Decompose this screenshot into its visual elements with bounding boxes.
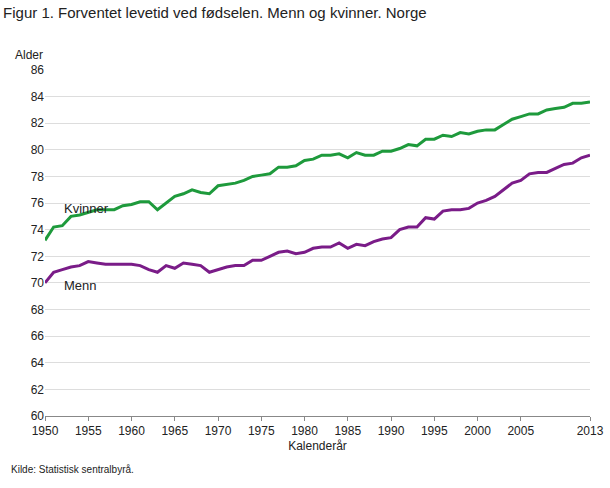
svg-text:Menn: Menn [64,278,97,293]
svg-text:Alder: Alder [15,48,43,62]
svg-text:86: 86 [31,63,45,77]
svg-text:Kilde: Statistisk sentralbyrå.: Kilde: Statistisk sentralbyrå. [11,464,134,475]
svg-text:78: 78 [31,170,45,184]
svg-text:76: 76 [31,196,45,210]
svg-text:74: 74 [31,223,45,237]
svg-text:66: 66 [31,329,45,343]
svg-text:1975: 1975 [248,424,275,438]
svg-text:1985: 1985 [334,424,361,438]
svg-text:1965: 1965 [161,424,188,438]
svg-text:2013: 2013 [577,424,604,438]
svg-text:1980: 1980 [291,424,318,438]
svg-text:1970: 1970 [205,424,232,438]
svg-text:1955: 1955 [75,424,102,438]
svg-text:Kalenderår: Kalenderår [288,439,347,453]
svg-text:1995: 1995 [421,424,448,438]
svg-text:Figur 1. Forventet levetid ved: Figur 1. Forventet levetid ved fødselen.… [3,4,427,21]
svg-text:72: 72 [31,250,45,264]
svg-text:60: 60 [31,409,45,423]
svg-text:70: 70 [31,276,45,290]
svg-text:62: 62 [31,383,45,397]
svg-text:1990: 1990 [378,424,405,438]
svg-text:Kvinner: Kvinner [64,201,109,216]
svg-text:84: 84 [31,90,45,104]
svg-text:64: 64 [31,356,45,370]
svg-text:80: 80 [31,143,45,157]
svg-text:2000: 2000 [464,424,491,438]
svg-text:82: 82 [31,116,45,130]
svg-text:1960: 1960 [118,424,145,438]
svg-text:1950: 1950 [32,424,59,438]
svg-text:68: 68 [31,303,45,317]
svg-text:2005: 2005 [507,424,534,438]
